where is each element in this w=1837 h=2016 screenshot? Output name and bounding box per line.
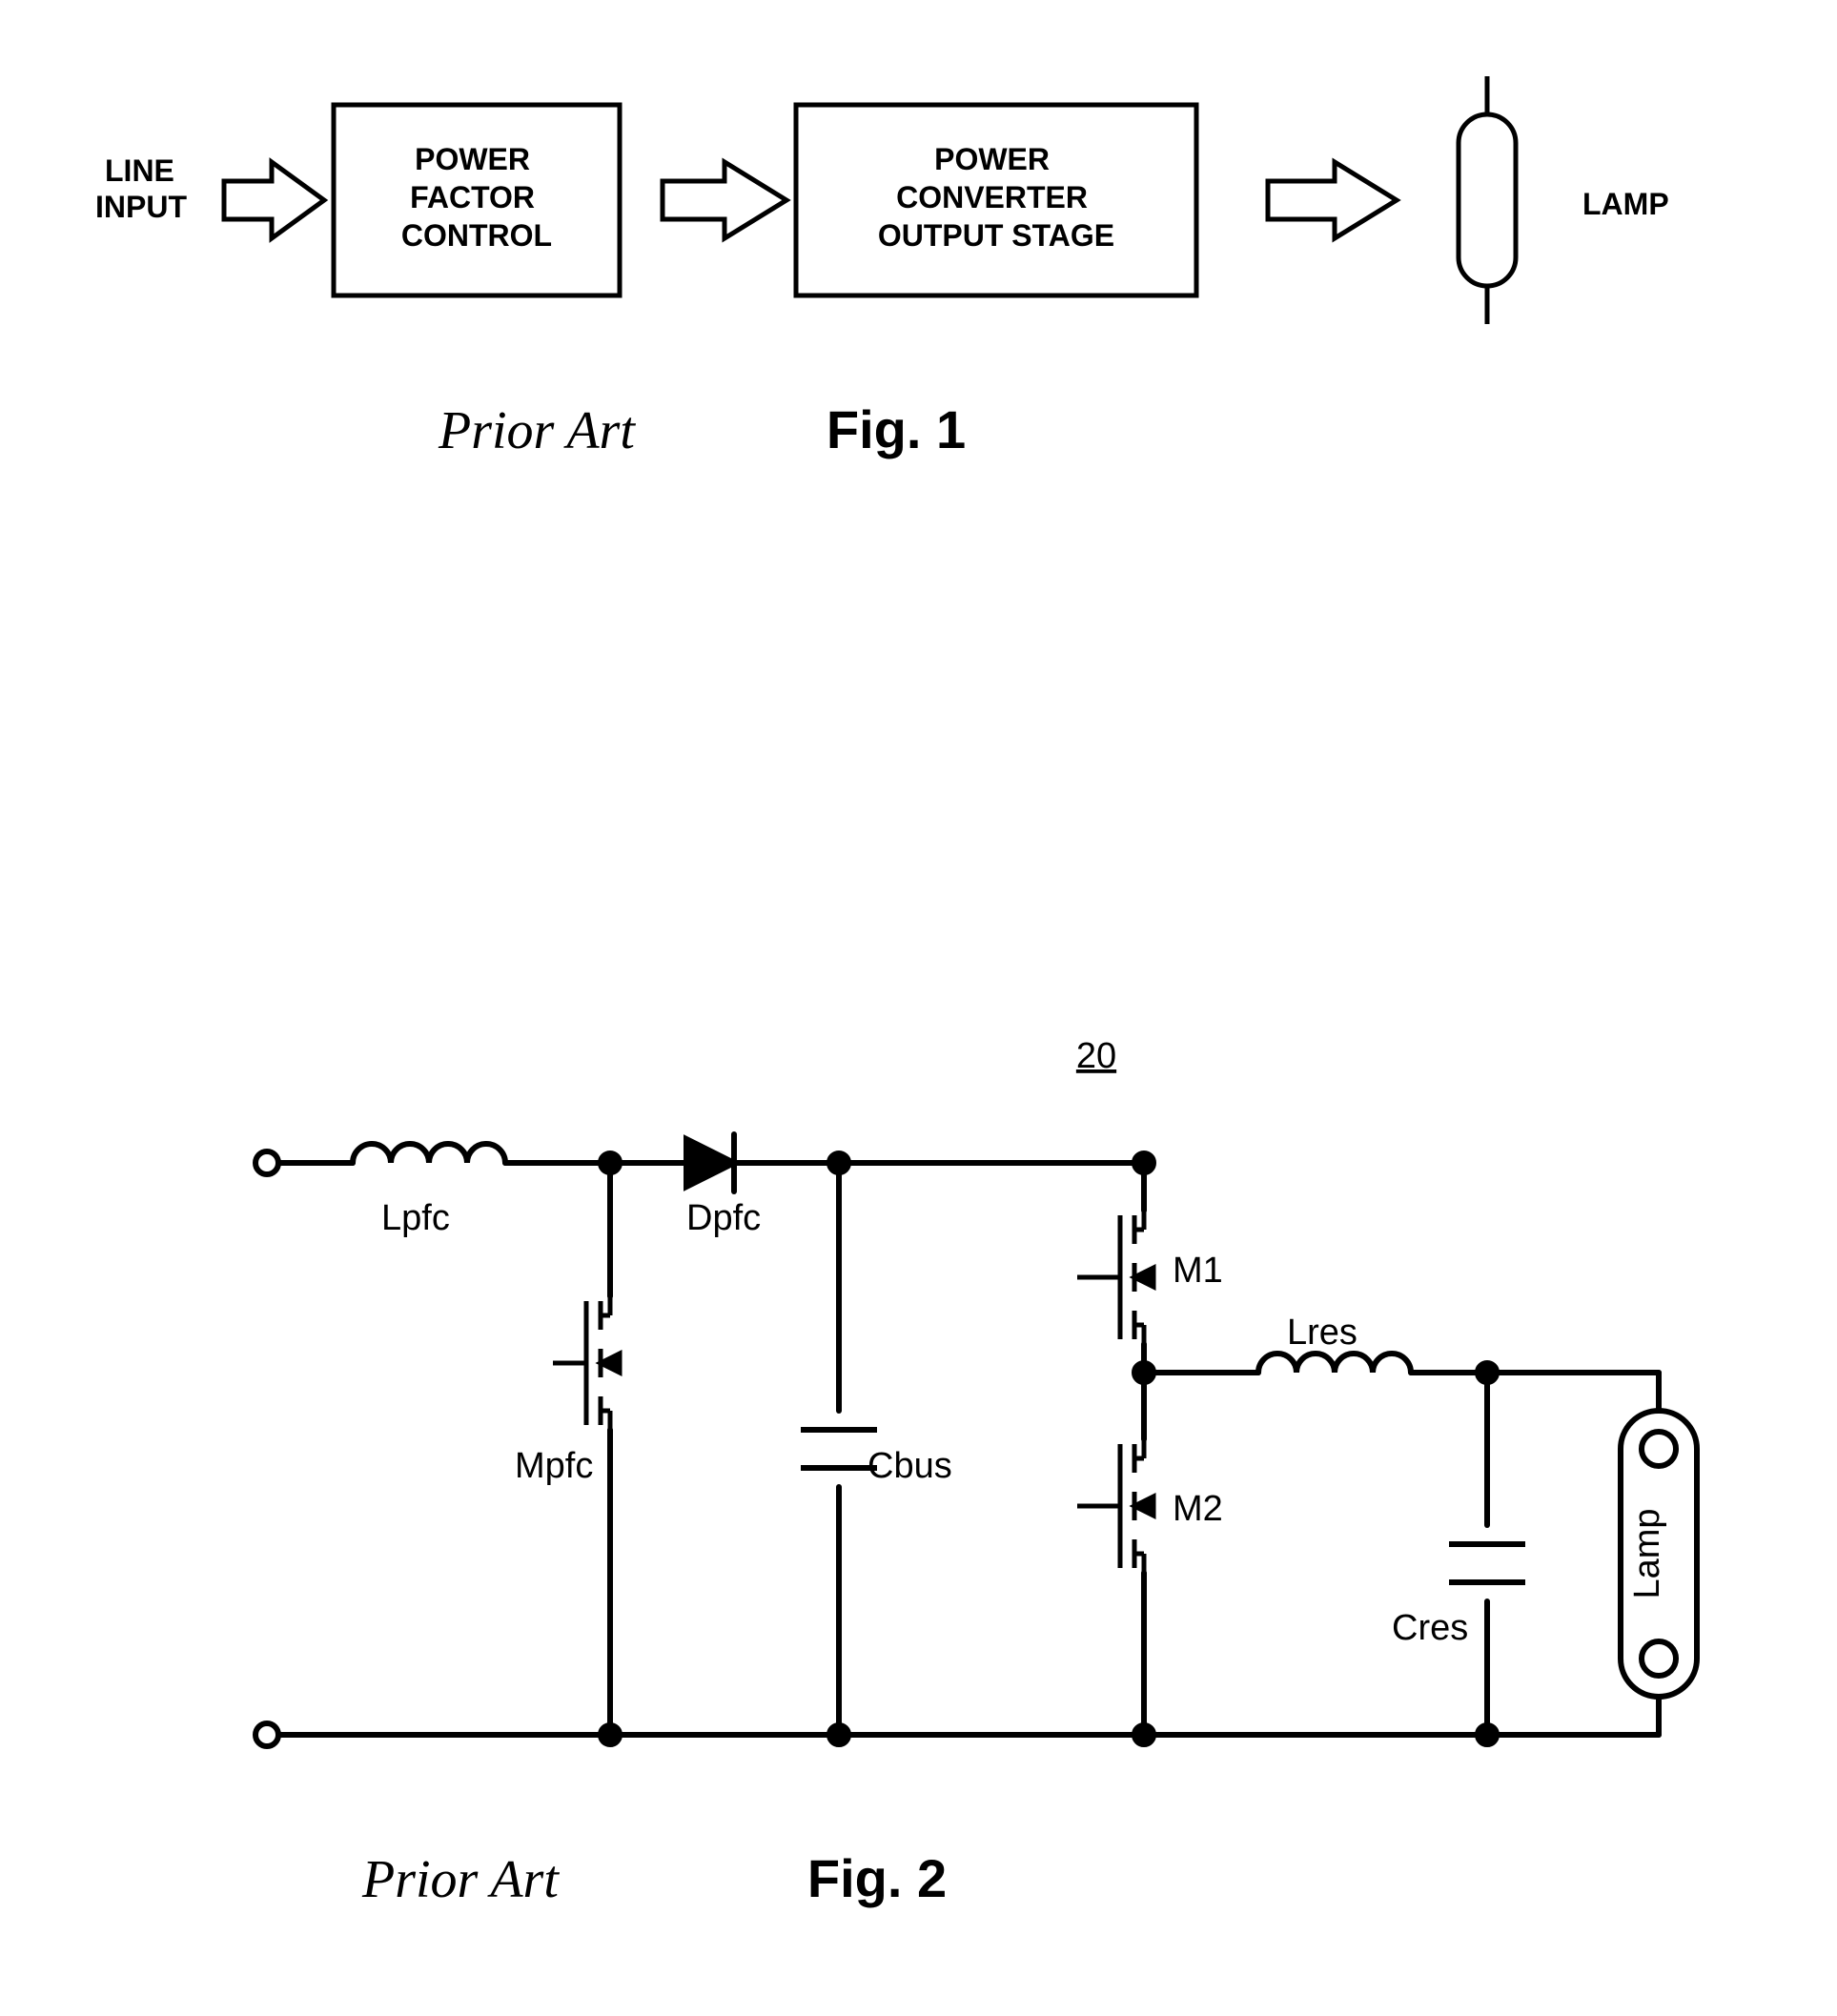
label-lamp-fig2: Lamp [1627,1508,1667,1599]
label-m2: M2 [1173,1489,1223,1529]
mosfet-mpfc [553,1296,620,1430]
label-lres: Lres [1287,1313,1357,1353]
prior-art-label-1: Prior Art [438,401,636,460]
mosfet-m1 [1077,1211,1153,1344]
label-cres: Cres [1392,1608,1468,1648]
pfc-label: POWER FACTOR CONTROL [401,142,552,253]
mosfet-m2 [1077,1439,1153,1573]
prior-art-label-2: Prior Art [361,1850,560,1909]
lamp-symbol-fig1 [1459,76,1516,324]
label-lpfc: Lpfc [381,1198,450,1238]
diode-dpfc [686,1134,734,1191]
ref-20: 20 [1076,1036,1116,1076]
line-input-label: LINE INPUT [95,153,187,224]
arrow-1 [224,162,324,238]
label-dpfc: Dpfc [686,1198,761,1238]
arrow-3 [1268,162,1397,238]
fig2-caption: Fig. 2 [807,1848,947,1908]
arrow-2 [663,162,786,238]
label-mpfc: Mpfc [515,1446,593,1486]
fig1-caption: Fig. 1 [827,399,966,459]
figure-2: 20 [255,1036,1697,1909]
lamp-label-fig1: LAMP [1582,187,1669,221]
cap-cres [1449,1544,1525,1582]
label-m1: M1 [1173,1251,1223,1291]
figure-1: LINE INPUT POWER FACTOR CONTROL POWER CO… [95,76,1669,460]
cap-cbus [801,1430,877,1468]
label-cbus: Cbus [867,1446,952,1486]
